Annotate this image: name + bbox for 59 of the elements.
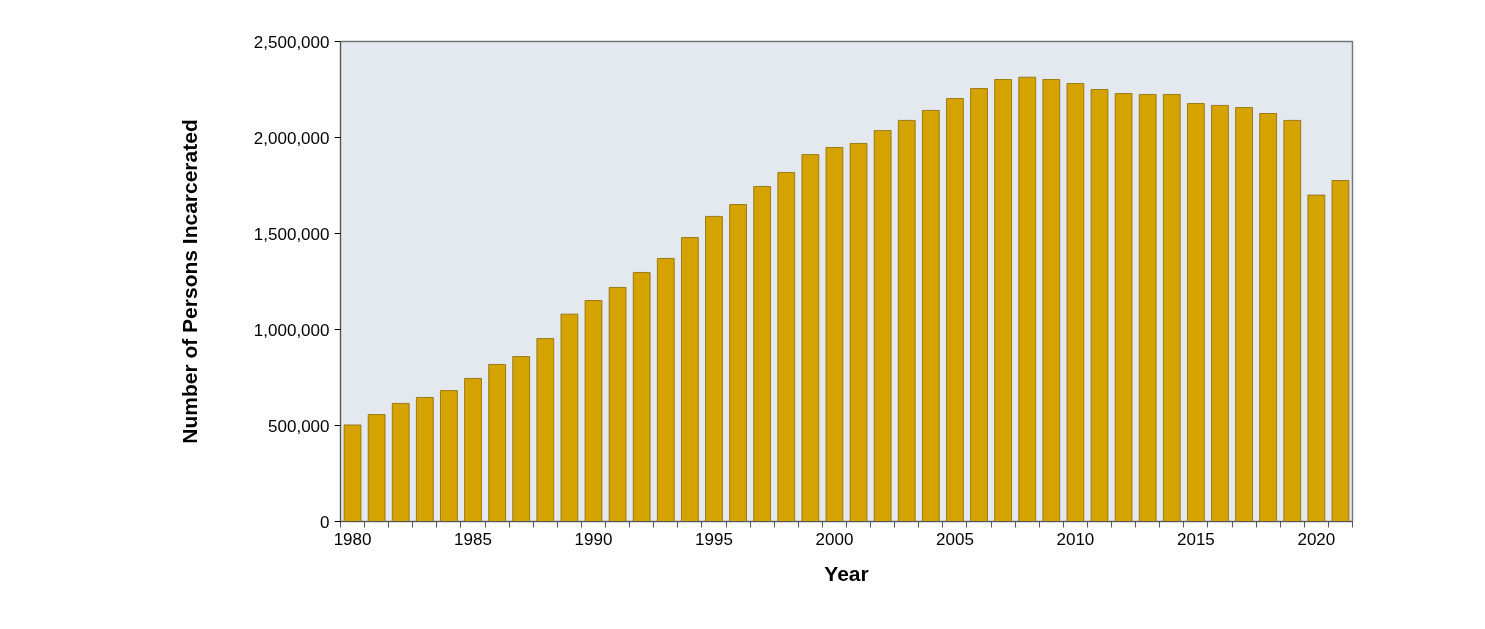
- bar: [416, 397, 434, 522]
- bar: [1307, 194, 1326, 522]
- bar: [1283, 120, 1302, 522]
- bar: [1042, 79, 1061, 522]
- bar: [753, 186, 771, 522]
- bar: [464, 378, 482, 522]
- bar: [705, 216, 723, 522]
- bar: [994, 79, 1012, 522]
- y-tick-label: 2,000,000: [253, 128, 330, 148]
- bar: [608, 287, 627, 522]
- bar: [777, 172, 796, 522]
- bar: [1235, 107, 1253, 522]
- bar: [1211, 105, 1229, 522]
- x-tick-label: 2000: [815, 529, 854, 549]
- bar: [873, 130, 892, 522]
- x-tick-label: 2005: [936, 529, 974, 549]
- x-tick-label: 1985: [454, 529, 492, 549]
- bar: [367, 414, 386, 522]
- bar: [1066, 83, 1085, 522]
- x-tick-label: 1995: [695, 529, 733, 549]
- y-tick-label: 1,500,000: [253, 224, 330, 244]
- bar: [681, 237, 699, 522]
- y-axis-title: Number of Persons Incarcerated: [177, 119, 201, 444]
- x-tick-label: 2020: [1297, 529, 1336, 549]
- bar: [1162, 94, 1181, 522]
- bar: [922, 110, 940, 522]
- bar: [536, 338, 555, 522]
- bar: [1138, 94, 1157, 522]
- bar: [632, 272, 651, 522]
- bar: [897, 120, 916, 522]
- bar: [440, 390, 458, 522]
- bar: [729, 204, 747, 522]
- x-axis-title: Year: [824, 561, 869, 585]
- x-tick-label: 2015: [1176, 529, 1215, 549]
- bar: [1259, 113, 1277, 522]
- bar: [512, 356, 531, 522]
- bar: [946, 98, 964, 522]
- bar: [1114, 93, 1133, 522]
- x-tick-label: 1980: [333, 529, 372, 549]
- y-tick-label: 0: [320, 512, 330, 532]
- y-tick-label: 2,500,000: [253, 32, 330, 52]
- y-tick-label: 1,000,000: [253, 320, 330, 340]
- x-tick-label: 2010: [1056, 529, 1095, 549]
- bar: [391, 403, 410, 522]
- bar: [488, 364, 506, 522]
- y-tick-label: 500,000: [268, 416, 330, 436]
- bar: [1187, 103, 1205, 522]
- bar: [1331, 180, 1350, 522]
- x-tick-label: 1990: [574, 529, 613, 549]
- bar: [825, 147, 844, 522]
- bar: [343, 424, 362, 522]
- bar: [560, 313, 579, 522]
- bar: [1018, 76, 1037, 522]
- bar: [801, 154, 820, 522]
- bar: [970, 88, 988, 522]
- bar: [1090, 89, 1109, 522]
- bar: [584, 300, 603, 522]
- bar: [656, 258, 675, 522]
- bar: [849, 143, 868, 522]
